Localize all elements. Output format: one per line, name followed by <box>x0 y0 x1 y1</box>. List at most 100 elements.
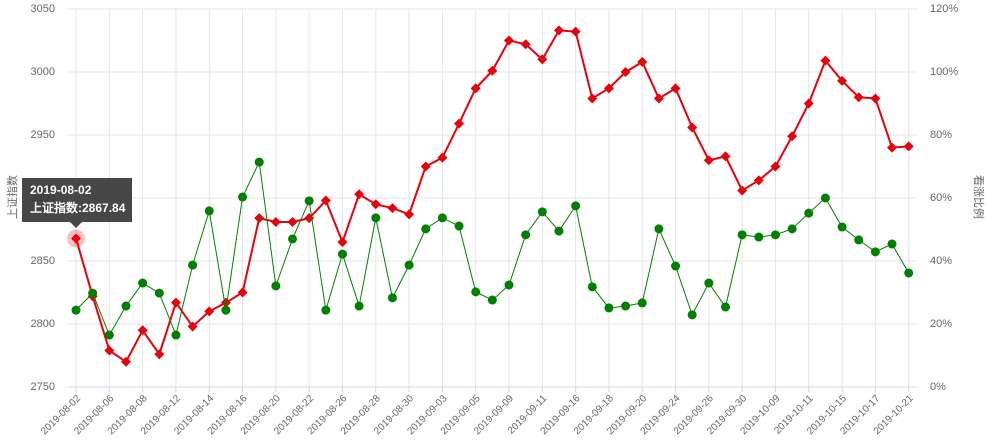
point-marker <box>221 305 231 315</box>
point-marker <box>604 303 614 313</box>
point-marker <box>354 189 365 200</box>
point-marker <box>770 161 781 172</box>
point-marker <box>220 297 231 308</box>
point-marker <box>637 298 647 308</box>
y2-tick-label: 60% <box>930 192 952 204</box>
point-marker <box>820 193 830 203</box>
point-marker <box>837 222 847 232</box>
point-marker <box>387 203 398 214</box>
point-marker <box>270 216 281 227</box>
point-marker <box>104 345 115 356</box>
point-marker <box>504 35 515 46</box>
point-marker <box>288 234 298 244</box>
point-marker <box>570 26 581 37</box>
point-marker <box>587 282 597 292</box>
point-marker <box>71 233 82 244</box>
y-tick-label: 2850 <box>31 255 55 267</box>
tooltip-title: 2019-08-02 <box>30 183 92 197</box>
point-marker <box>204 206 214 216</box>
point-marker <box>854 235 864 245</box>
point-marker <box>903 141 914 152</box>
point-marker <box>154 288 164 298</box>
point-marker <box>120 356 131 367</box>
point-marker <box>370 199 381 210</box>
y2-tick-label: 100% <box>930 66 958 78</box>
point-marker <box>204 306 215 317</box>
y2-tick-label: 80% <box>930 129 952 141</box>
y2-tick-label: 20% <box>930 318 952 330</box>
point-marker <box>553 25 564 36</box>
point-marker <box>504 280 514 290</box>
point-marker <box>371 213 381 223</box>
point-marker <box>737 185 748 196</box>
point-marker <box>487 65 498 76</box>
point-marker <box>271 281 281 291</box>
point-marker <box>804 208 814 218</box>
point-marker <box>820 55 831 66</box>
y2-axis-title: 看涨比例 <box>972 175 986 219</box>
plot-area: 27502800285029002950300030500%20%40%60%8… <box>31 3 959 437</box>
point-marker <box>321 305 331 315</box>
point-marker <box>520 39 531 50</box>
point-marker <box>254 157 264 167</box>
point-marker <box>404 209 415 220</box>
point-marker <box>71 305 81 315</box>
point-marker <box>603 83 614 94</box>
point-marker <box>853 92 864 103</box>
point-marker <box>754 232 764 242</box>
tooltip-box <box>22 178 132 228</box>
y-tick-label: 3050 <box>31 3 55 15</box>
point-marker <box>320 195 331 206</box>
point-marker <box>687 122 698 133</box>
point-marker <box>187 321 198 332</box>
point-marker <box>787 224 797 234</box>
point-marker <box>454 118 465 129</box>
point-marker <box>704 278 714 288</box>
point-marker <box>470 83 481 94</box>
point-marker <box>887 239 897 249</box>
y-tick-label: 2800 <box>31 318 55 330</box>
point-marker <box>687 310 697 320</box>
point-marker <box>287 216 298 227</box>
point-marker <box>104 330 114 340</box>
series-line <box>75 29 909 364</box>
point-marker <box>137 325 148 336</box>
point-marker <box>487 295 497 305</box>
point-marker <box>387 293 397 303</box>
point-marker <box>770 230 780 240</box>
point-marker <box>620 67 631 77</box>
point-marker <box>671 261 681 271</box>
point-marker <box>554 226 564 236</box>
tooltip: 2019-08-02 上证指数:2867.84 <box>22 178 132 228</box>
point-marker <box>753 175 764 186</box>
point-marker <box>88 288 98 298</box>
y-tick-label: 2950 <box>31 129 55 141</box>
y2-tick-label: 40% <box>930 255 952 267</box>
point-marker <box>703 155 714 166</box>
point-marker <box>654 224 664 234</box>
point-marker <box>421 224 431 234</box>
point-marker <box>337 237 348 248</box>
point-marker <box>121 301 131 311</box>
point-marker <box>537 207 547 217</box>
point-marker <box>720 151 731 162</box>
y-tick-label: 2750 <box>31 381 55 393</box>
y2-tick-label: 0% <box>930 381 946 393</box>
point-marker <box>404 260 414 270</box>
point-marker <box>171 330 181 340</box>
point-marker <box>521 230 531 240</box>
point-marker <box>437 152 448 163</box>
point-marker <box>304 196 314 206</box>
point-marker <box>887 142 898 153</box>
point-marker <box>420 161 431 172</box>
point-marker <box>188 260 198 270</box>
point-marker <box>437 213 447 223</box>
point-marker <box>354 301 364 311</box>
point-marker <box>571 201 581 211</box>
y-axis-title: 上证指数 <box>5 175 19 219</box>
point-marker <box>737 230 747 240</box>
point-marker <box>670 83 681 94</box>
point-marker <box>803 98 814 109</box>
point-marker <box>337 249 347 259</box>
